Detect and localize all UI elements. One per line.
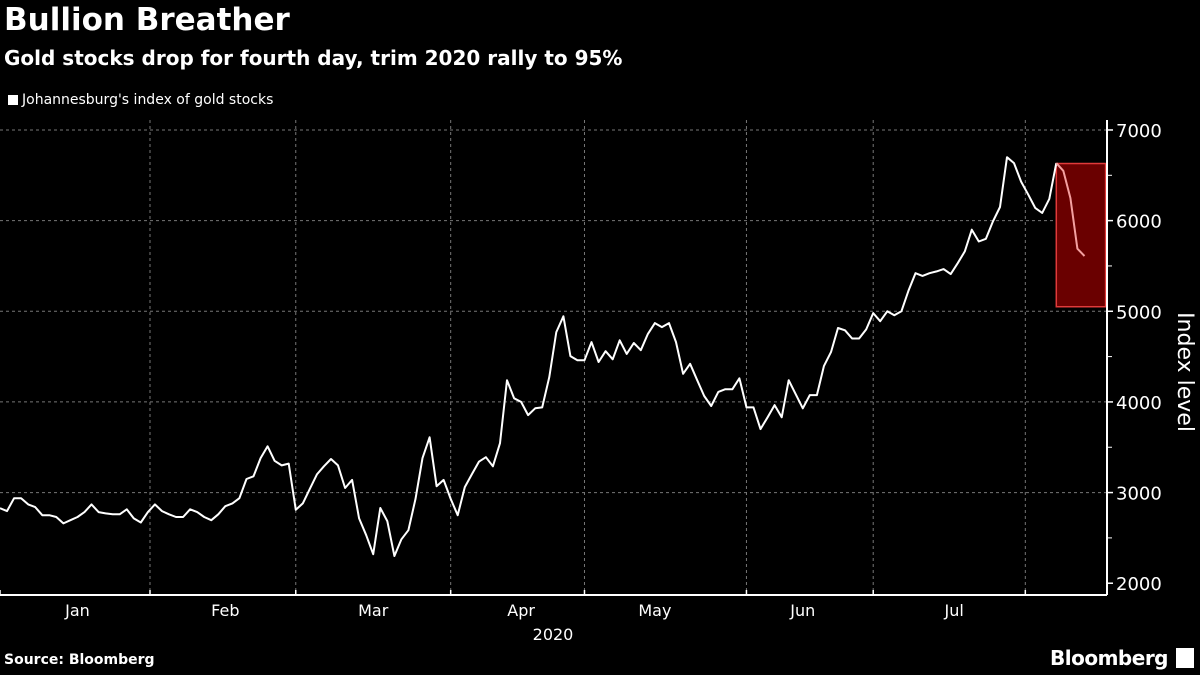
bloomberg-logo: Bloomberg (1050, 646, 1168, 670)
series-lines (0, 156, 1086, 557)
legend-swatch (8, 95, 18, 105)
y-tick-label: 2000 (1116, 574, 1162, 595)
y-tick-label: 3000 (1116, 484, 1162, 505)
x-tick-label: Jan (64, 601, 90, 620)
y-tick-label: 7000 (1116, 121, 1162, 142)
x-axis-year-label: 2020 (533, 625, 574, 644)
legend: Johannesburg's index of gold stocks (8, 92, 273, 108)
y-tick-label: 4000 (1116, 393, 1162, 414)
highlight-box (1055, 162, 1107, 308)
grid (0, 120, 1107, 595)
highlight-rect (1055, 162, 1107, 308)
x-tick-label: Jul (944, 601, 964, 620)
y-tick-label: 6000 (1116, 212, 1162, 233)
x-tick-label: Apr (507, 601, 535, 620)
y-axis-label: Index level (1172, 312, 1197, 432)
chart-subtitle: Gold stocks drop for fourth day, trim 20… (4, 46, 623, 70)
x-tick-label: May (638, 601, 671, 620)
legend-label: Johannesburg's index of gold stocks (22, 92, 274, 108)
series-line-recent-decline (1055, 162, 1086, 257)
chart-title: Bullion Breather (4, 2, 290, 38)
axes: 2000 3000 4000 5000 6000 7000 Jan Feb Mar Apr May J… (0, 120, 1162, 620)
x-tick-label: Jun (789, 601, 815, 620)
series-line-gold-index (0, 156, 1058, 557)
x-tick-label: Mar (358, 601, 389, 620)
y-tick-label: 5000 (1116, 302, 1162, 323)
bloomberg-terminal-icon (1176, 648, 1194, 668)
source-note: Source: Bloomberg (4, 652, 155, 668)
x-tick-label: Feb (211, 601, 239, 620)
